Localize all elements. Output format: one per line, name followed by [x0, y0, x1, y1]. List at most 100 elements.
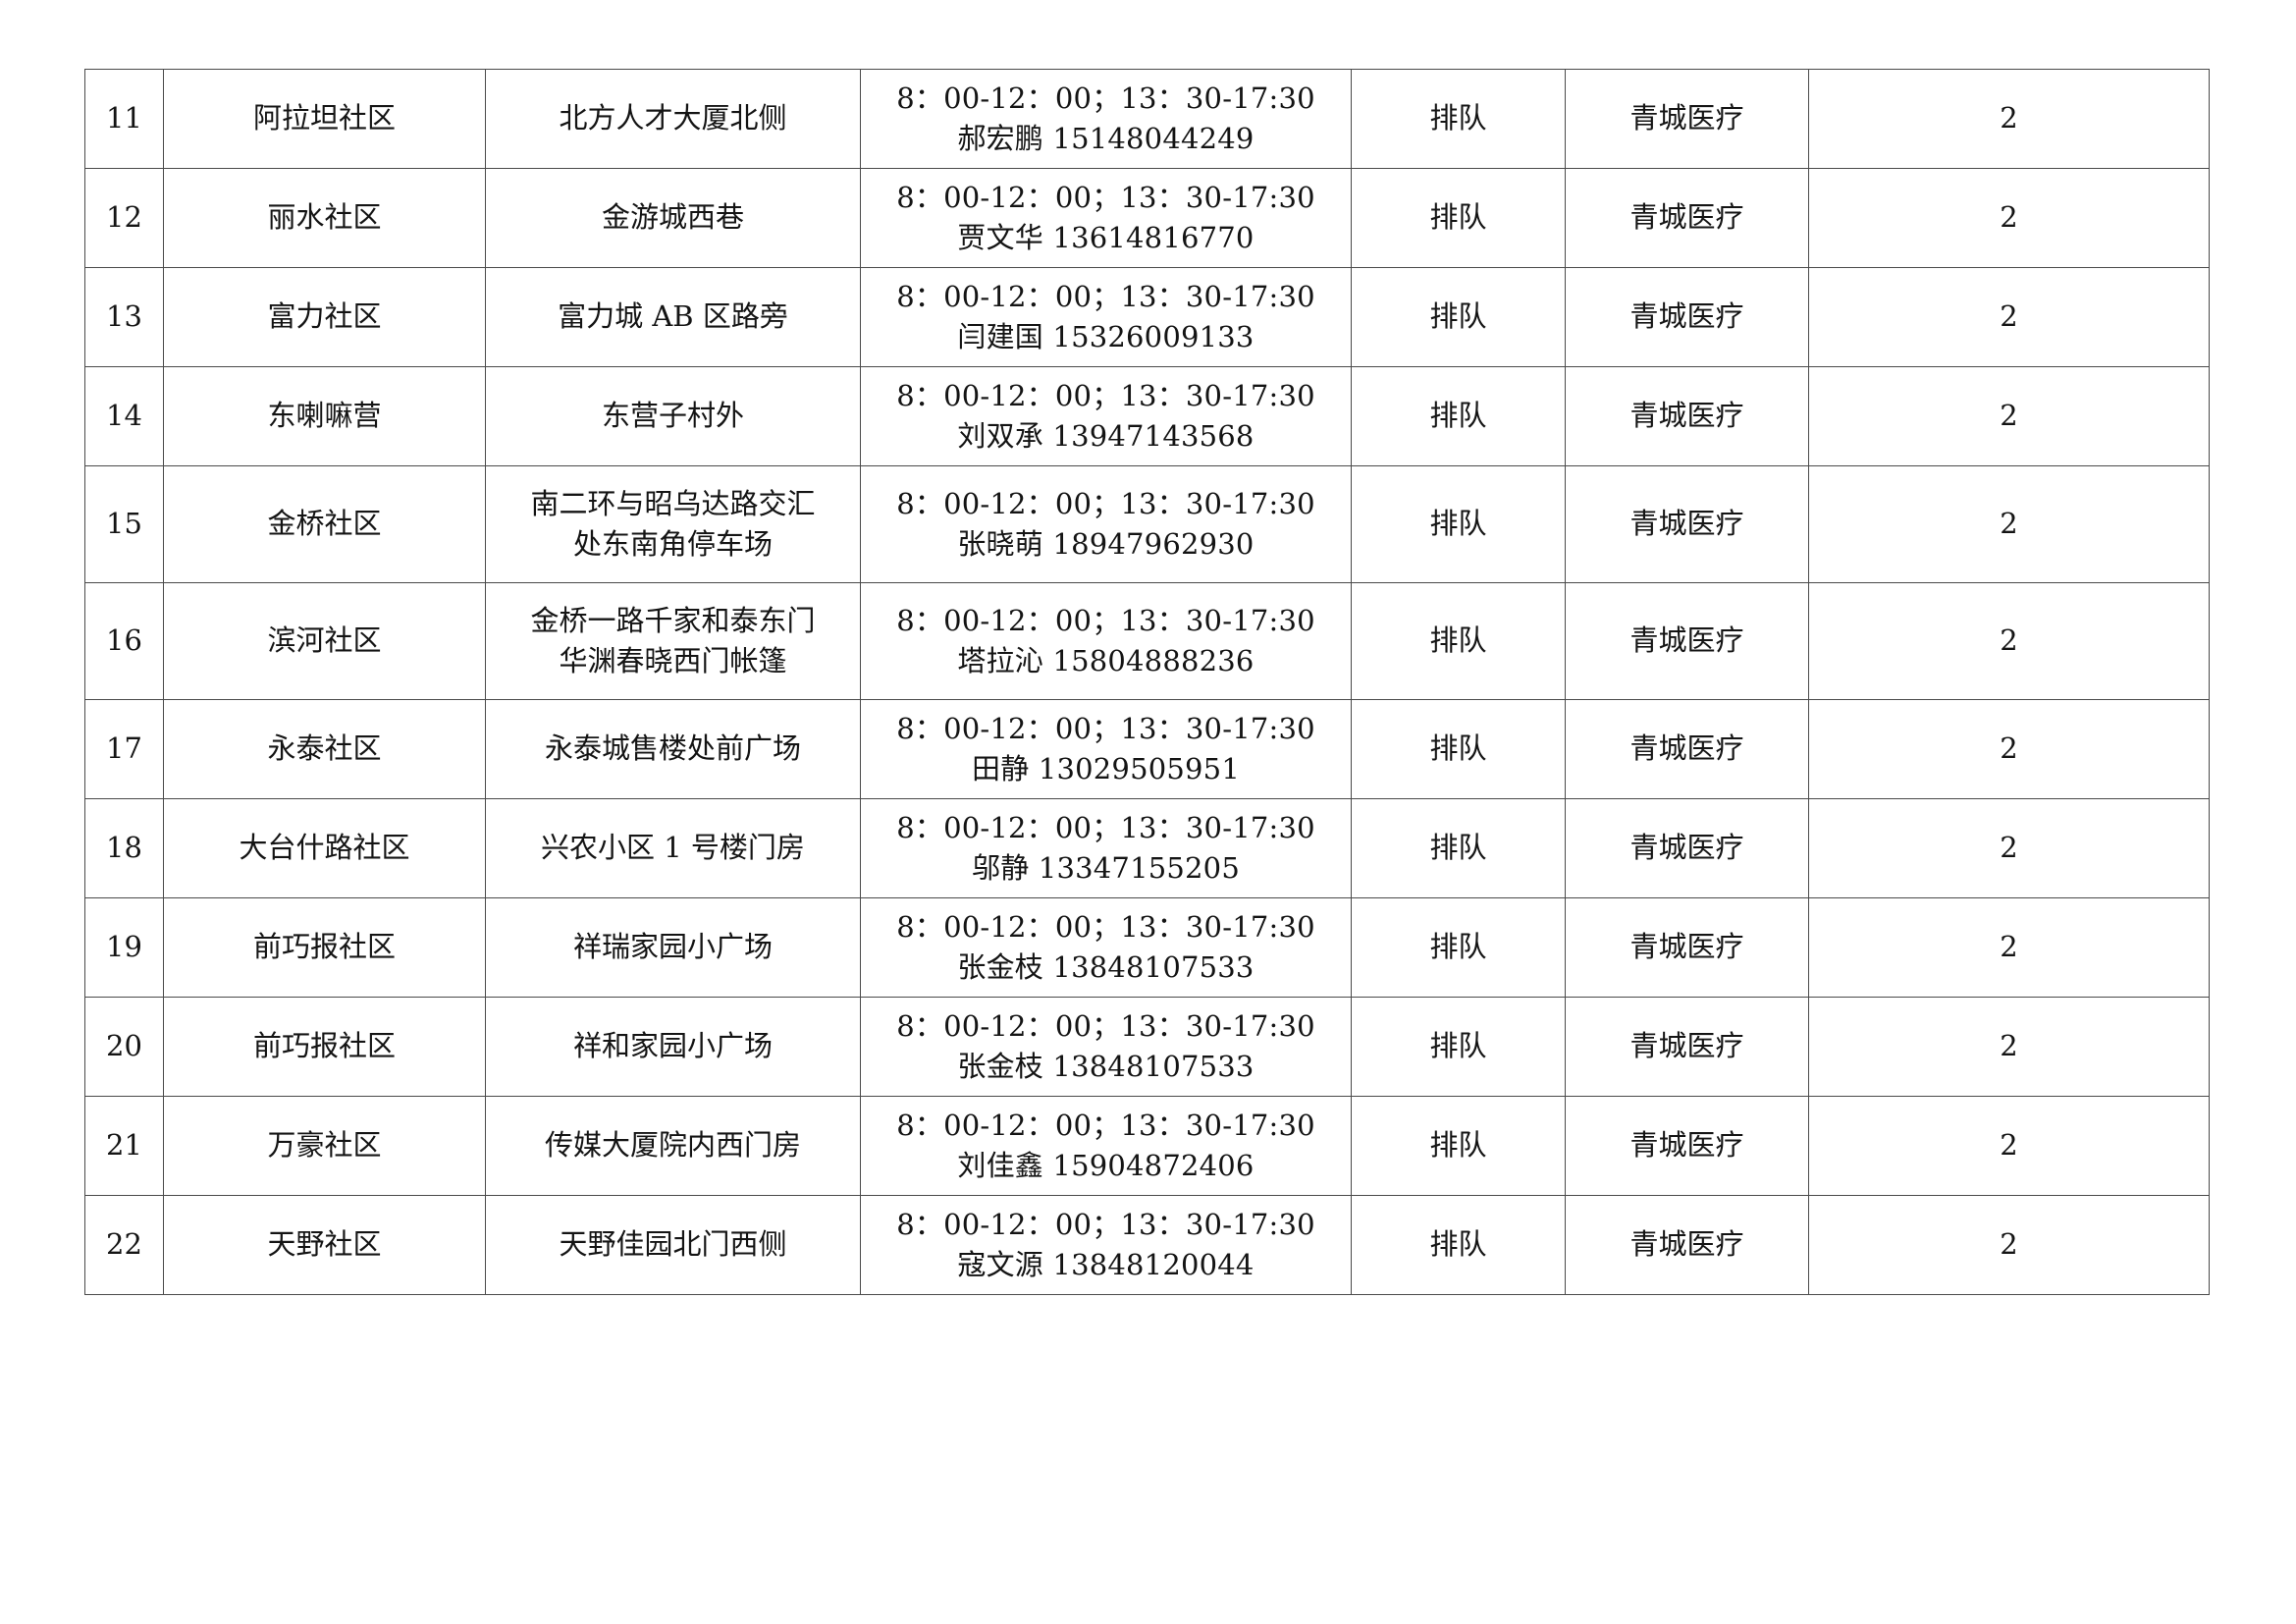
contact-phone: 13848120044	[1052, 1248, 1255, 1281]
schedule-hours: 8：00-12：00；13：30-17:30	[896, 1008, 1315, 1043]
cell-count: 2	[1808, 699, 2210, 799]
cell-organization: 青城医疗	[1565, 465, 1809, 583]
cell-count: 2	[1808, 366, 2210, 466]
table-row: 17 永泰社区 永泰城售楼处前广场 8：00-12：00；13：30-17:30 田静 …	[84, 699, 2210, 799]
cell-address: 永泰城售楼处前广场	[485, 699, 861, 799]
cell-community: 前巧报社区	[163, 997, 486, 1097]
cell-mode: 排队	[1351, 699, 1566, 799]
table-row: 14 东喇嘛营 东营子村外 8：00-12：00；13：30-17:30 刘双承 139…	[84, 366, 2210, 466]
contact-phone: 15904872406	[1052, 1149, 1255, 1182]
table-row: 18 大台什路社区 兴农小区 1 号楼门房 8：00-12：00；13：30-17:3…	[84, 798, 2210, 898]
contact-phone: 15804888236	[1052, 644, 1255, 677]
cell-mode: 排队	[1351, 267, 1566, 367]
table-container: 11 阿拉坦社区 北方人才大厦北侧 8：00-12：00；13：30-17:30 郝宏鹏…	[84, 69, 2210, 1295]
cell-schedule-contact: 8：00-12：00；13：30-17:30 张晓萌 18947962930	[860, 465, 1352, 583]
cell-address: 金游城西巷	[485, 168, 861, 268]
cell-address: 东营子村外	[485, 366, 861, 466]
cell-mode: 排队	[1351, 582, 1566, 700]
table-row: 12 丽水社区 金游城西巷 8：00-12：00；13：30-17:30 贾文华 136…	[84, 168, 2210, 268]
contact-line: 张金枝 13848107533	[867, 1047, 1345, 1087]
contact-name: 田静	[972, 752, 1030, 785]
cell-address: 南二环与昭乌达路交汇 处东南角停车场	[485, 465, 861, 583]
contact-phone: 13848107533	[1052, 1050, 1255, 1083]
contact-name: 闫建国	[957, 320, 1043, 353]
cell-index: 11	[84, 69, 164, 169]
cell-address: 富力城 AB 区路旁	[485, 267, 861, 367]
table-row: 16 滨河社区 金桥一路千家和泰东门 华渊春晓西门帐篷 8：00-12：00；13：30…	[84, 582, 2210, 700]
contact-phone: 13947143568	[1052, 419, 1255, 453]
cell-schedule-contact: 8：00-12：00；13：30-17:30 郝宏鹏 15148044249	[860, 69, 1352, 169]
address-line: 祥瑞家园小广场	[572, 930, 773, 964]
contact-line: 刘双承 13947143568	[867, 416, 1345, 457]
cell-organization: 青城医疗	[1565, 267, 1809, 367]
cell-schedule-contact: 8：00-12：00；13：30-17:30 邬静 13347155205	[860, 798, 1352, 898]
cell-count: 2	[1808, 267, 2210, 367]
cell-mode: 排队	[1351, 366, 1566, 466]
cell-count: 2	[1808, 1195, 2210, 1295]
cell-count: 2	[1808, 798, 2210, 898]
cell-organization: 青城医疗	[1565, 69, 1809, 169]
cell-mode: 排队	[1351, 1195, 1566, 1295]
cell-schedule-contact: 8：00-12：00；13：30-17:30 闫建国 15326009133	[860, 267, 1352, 367]
table-row: 21 万豪社区 传媒大厦院内西门房 8：00-12：00；13：30-17:30 刘佳鑫…	[84, 1096, 2210, 1196]
table-row: 15 金桥社区 南二环与昭乌达路交汇 处东南角停车场 8：00-12：00；13：30-…	[84, 465, 2210, 583]
cell-schedule-contact: 8：00-12：00；13：30-17:30 塔拉沁 15804888236	[860, 582, 1352, 700]
contact-line: 郝宏鹏 15148044249	[867, 119, 1345, 159]
contact-line: 寇文源 13848120044	[867, 1245, 1345, 1285]
cell-index: 19	[84, 897, 164, 998]
contact-name: 张晓萌	[957, 527, 1043, 561]
contact-line: 田静 13029505951	[867, 749, 1345, 789]
cell-community: 东喇嘛营	[163, 366, 486, 466]
contact-name: 张金枝	[957, 1050, 1043, 1083]
cell-index: 17	[84, 699, 164, 799]
table-row: 11 阿拉坦社区 北方人才大厦北侧 8：00-12：00；13：30-17:30 郝宏鹏…	[84, 69, 2210, 169]
schedule-hours: 8：00-12：00；13：30-17:30	[896, 81, 1315, 115]
cell-index: 18	[84, 798, 164, 898]
cell-address: 北方人才大厦北侧	[485, 69, 861, 169]
cell-index: 12	[84, 168, 164, 268]
contact-phone: 13848107533	[1052, 950, 1255, 984]
cell-organization: 青城医疗	[1565, 1096, 1809, 1196]
cell-mode: 排队	[1351, 69, 1566, 169]
address-line: 北方人才大厦北侧	[559, 101, 787, 135]
cell-community: 万豪社区	[163, 1096, 486, 1196]
address-line: 华渊春晓西门帐篷	[559, 644, 787, 677]
schedule-hours: 8：00-12：00；13：30-17:30	[896, 909, 1315, 944]
address-line: 富力城 AB 区路旁	[558, 299, 788, 334]
contact-line: 张晓萌 18947962930	[867, 524, 1345, 565]
cell-count: 2	[1808, 997, 2210, 1097]
cell-address: 天野佳园北门西侧	[485, 1195, 861, 1295]
contact-phone: 13614816770	[1052, 221, 1255, 254]
contact-name: 贾文华	[957, 221, 1043, 254]
contact-line: 张金枝 13848107533	[867, 947, 1345, 988]
schedule-hours: 8：00-12：00；13：30-17:30	[896, 1207, 1315, 1241]
cell-community: 滨河社区	[163, 582, 486, 700]
table-row: 13 富力社区 富力城 AB 区路旁 8：00-12：00；13：30-17:30 闫建…	[84, 267, 2210, 367]
cell-address: 祥瑞家园小广场	[485, 897, 861, 998]
cell-organization: 青城医疗	[1565, 798, 1809, 898]
contact-line: 贾文华 13614816770	[867, 218, 1345, 258]
address-line: 金桥一路千家和泰东门	[530, 603, 816, 637]
cell-index: 16	[84, 582, 164, 700]
cell-community: 富力社区	[163, 267, 486, 367]
cell-mode: 排队	[1351, 168, 1566, 268]
cell-community: 永泰社区	[163, 699, 486, 799]
contact-line: 塔拉沁 15804888236	[867, 641, 1345, 681]
contact-name: 寇文源	[957, 1248, 1043, 1281]
cell-organization: 青城医疗	[1565, 168, 1809, 268]
cell-mode: 排队	[1351, 997, 1566, 1097]
address-line: 兴农小区 1 号楼门房	[541, 831, 805, 865]
address-line: 祥和家园小广场	[572, 1029, 773, 1063]
address-line: 处东南角停车场	[572, 527, 773, 561]
cell-mode: 排队	[1351, 465, 1566, 583]
cell-community: 金桥社区	[163, 465, 486, 583]
cell-index: 13	[84, 267, 164, 367]
cell-count: 2	[1808, 1096, 2210, 1196]
schedule-hours: 8：00-12：00；13：30-17:30	[896, 810, 1315, 844]
address-line: 南二环与昭乌达路交汇	[530, 486, 816, 520]
cell-address: 金桥一路千家和泰东门 华渊春晓西门帐篷	[485, 582, 861, 700]
cell-organization: 青城医疗	[1565, 997, 1809, 1097]
cell-index: 22	[84, 1195, 164, 1295]
contact-name: 塔拉沁	[957, 644, 1043, 677]
